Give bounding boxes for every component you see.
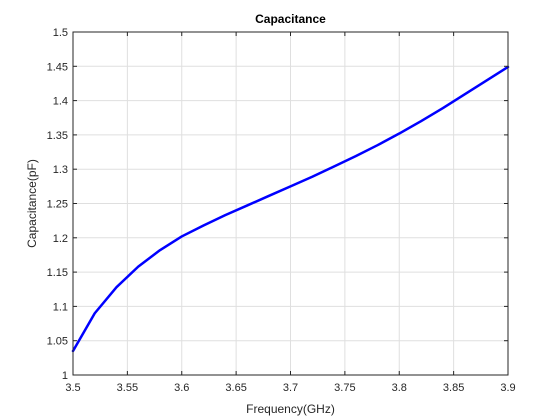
x-tick-label: 3.65: [225, 382, 246, 394]
x-axis-label: Frequency(GHz): [246, 402, 335, 416]
x-tick-label: 3.6: [174, 382, 189, 394]
y-tick-label: 1.25: [47, 199, 68, 211]
y-tick-label: 1.05: [47, 336, 68, 348]
x-tick-label: 3.5: [65, 382, 80, 394]
x-tick-label: 3.8: [392, 382, 407, 394]
y-tick-label: 1.5: [53, 27, 68, 39]
y-axis-label: Capacitance(pF): [25, 159, 39, 248]
x-tick-label: 3.55: [117, 382, 138, 394]
capacitance-series-line: [71, 65, 510, 353]
y-tick-label: 1.1: [53, 301, 68, 313]
y-tick-label: 1.35: [47, 130, 68, 142]
x-tick-label: 3.9: [500, 382, 515, 394]
grid-lines: [72, 31, 509, 376]
series-layer: [71, 65, 510, 353]
chart-title: Capacitance: [255, 12, 326, 26]
x-tick-label: 3.85: [443, 382, 464, 394]
ticks: 3.5 3.55 3.6 3.65 3.7 3.75 3.8 3.85 3.9 1 1.05 1.1 1…: [47, 27, 516, 394]
y-tick-label: 1.4: [53, 96, 68, 108]
y-tick-label: 1: [62, 370, 68, 382]
x-tick-label: 3.75: [334, 382, 355, 394]
x-tick-label: 3.7: [283, 382, 298, 394]
y-tick-label: 1.45: [47, 61, 68, 73]
y-tick-label: 1.15: [47, 267, 68, 279]
y-tick-label: 1.2: [53, 233, 68, 245]
y-tick-label: 1.3: [53, 164, 68, 176]
